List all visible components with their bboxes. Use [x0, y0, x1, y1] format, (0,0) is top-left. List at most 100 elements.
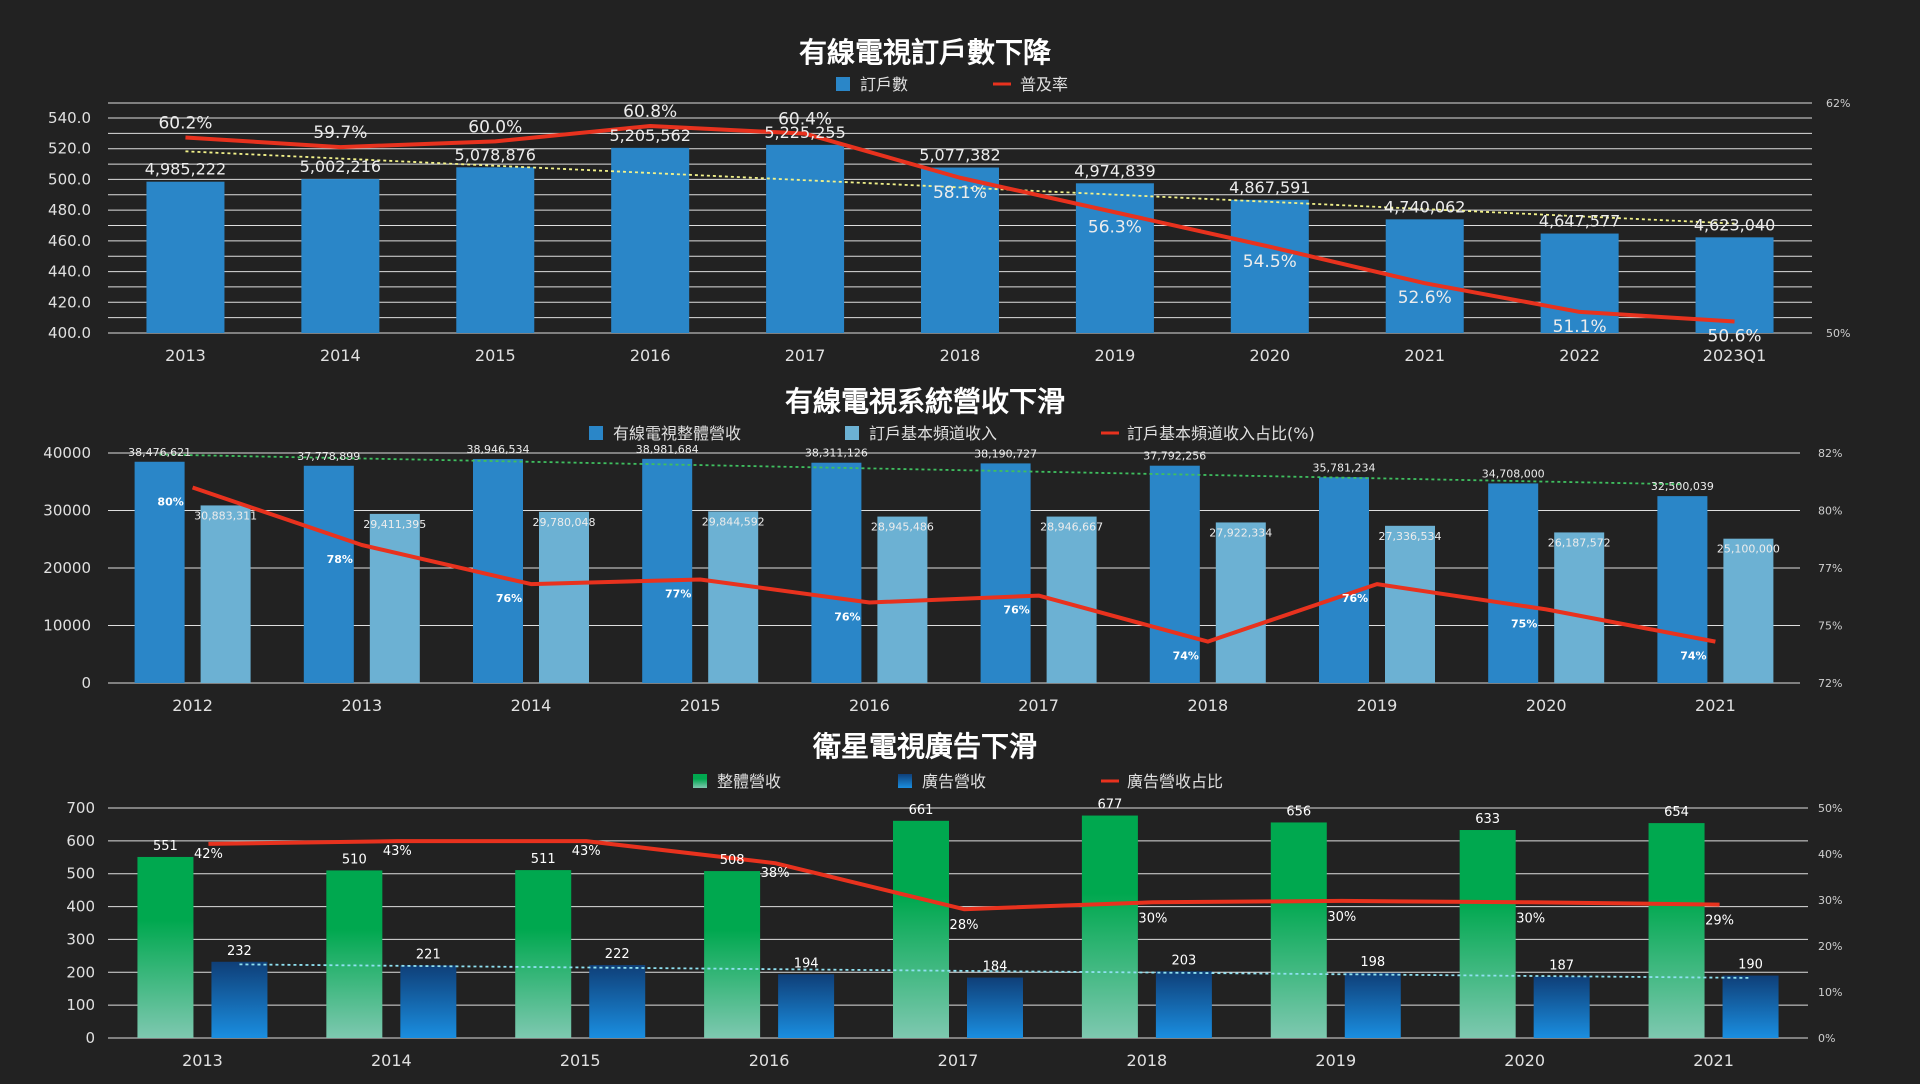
data-label-ad-share: 38% [761, 866, 790, 881]
data-label-total-income: 551 [153, 839, 178, 854]
data-label-total-revenue: 38,311,126 [805, 447, 868, 460]
bar-subscribers [301, 179, 380, 333]
data-label-penetration: 50.6% [1708, 327, 1762, 347]
y-tick-label: 700 [66, 799, 95, 817]
data-label-total-income: 654 [1664, 805, 1689, 820]
x-tick-label: 2021 [1695, 696, 1736, 715]
x-tick-label: 2018 [1127, 1051, 1168, 1070]
legend-swatch-ad-income [898, 774, 912, 788]
bar-subscribers [456, 167, 535, 333]
data-label-total-revenue: 37,792,256 [1143, 450, 1206, 463]
bar-subscribers [921, 167, 999, 333]
bar-basic-channel [1554, 532, 1605, 683]
data-label-subscribers: 4,985,222 [145, 160, 226, 179]
bar-ad-income [1533, 976, 1590, 1038]
y2-tick-label: 72% [1818, 677, 1842, 690]
bar-total-revenue [1149, 465, 1200, 683]
y-tick-label: 460.0 [48, 232, 91, 250]
y-tick-label: 30000 [43, 502, 91, 520]
chart2-title: 有線電視系統營收下滑 [785, 385, 1065, 418]
data-label-basic-channel: 28,945,486 [871, 521, 934, 534]
data-label-total-income: 661 [909, 803, 934, 818]
x-tick-label: 2015 [560, 1051, 601, 1070]
data-label-subscribers: 5,078,876 [455, 145, 536, 164]
y-tick-label: 200 [66, 963, 95, 981]
y2-tick-label: 50% [1826, 327, 1850, 340]
x-tick-label: 2020 [1526, 696, 1567, 715]
x-tick-label: 2018 [940, 346, 981, 365]
data-label-penetration: 54.5% [1243, 252, 1297, 272]
chart1-title: 有線電視訂戶數下降 [799, 36, 1052, 69]
bar-total-revenue [642, 458, 693, 683]
data-label-ad-share: 28% [950, 918, 979, 933]
legend-label-penetration: 普及率 [1020, 75, 1068, 94]
legend-label-basic-channel: 訂戶基本頻道收入 [869, 424, 997, 443]
line-penetration [185, 124, 1735, 324]
y-tick-label: 440.0 [48, 263, 91, 281]
data-label-subscribers: 4,623,040 [1694, 215, 1775, 234]
data-label-ad-share: 29% [1705, 914, 1734, 929]
y2-tick-label: 0% [1818, 1032, 1835, 1045]
data-label-penetration: 60.2% [158, 114, 212, 134]
y2-tick-label: 77% [1818, 562, 1842, 575]
x-tick-label: 2016 [630, 346, 671, 365]
x-tick-label: 2016 [849, 696, 890, 715]
bar-ad-income [778, 974, 835, 1038]
x-tick-label: 2014 [511, 696, 552, 715]
data-label-basic-share: 78% [327, 553, 353, 566]
legend-swatch-total-revenue [589, 426, 603, 440]
x-tick-label: 2016 [749, 1051, 790, 1070]
data-label-total-revenue: 35,781,234 [1313, 461, 1376, 474]
chart3-title: 衛星電視廣告下滑 [812, 730, 1037, 763]
y2-tick-label: 80% [1818, 505, 1842, 518]
data-label-basic-share: 76% [834, 611, 860, 624]
data-label-total-income: 633 [1475, 812, 1500, 827]
bar-total-revenue [980, 463, 1031, 683]
x-tick-label: 2018 [1187, 696, 1228, 715]
bar-total-revenue [1488, 483, 1539, 683]
bar-total-revenue [811, 462, 862, 683]
data-label-total-income: 656 [1286, 804, 1311, 819]
subscribers-chart: 有線電視訂戶數下降 訂戶數 普及率 400.0 420.0 440.0 460.0 48… [48, 36, 1850, 365]
data-label-penetration: 51.1% [1553, 317, 1607, 337]
x-tick-label: 2015 [680, 696, 721, 715]
data-label-ad-share: 43% [572, 844, 601, 859]
data-label-ad-income: 190 [1738, 958, 1763, 973]
y-tick-label: 10000 [43, 617, 91, 635]
y-tick-label: 600 [66, 832, 95, 850]
data-label-subscribers: 5,077,382 [919, 146, 1000, 165]
data-label-penetration: 60.8% [623, 102, 677, 122]
y-tick-label: 500.0 [48, 170, 91, 188]
data-label-total-income: 677 [1097, 798, 1122, 813]
data-label-penetration: 56.3% [1088, 217, 1142, 237]
data-label-basic-share: 74% [1173, 650, 1199, 663]
data-label-ad-income: 198 [1360, 955, 1385, 970]
data-label-penetration: 52.6% [1398, 288, 1452, 308]
x-tick-label: 2021 [1404, 346, 1445, 365]
x-tick-label: 2017 [785, 346, 826, 365]
data-label-ad-income: 221 [416, 947, 441, 962]
bar-subscribers [146, 181, 225, 333]
bar-ad-income [211, 961, 268, 1038]
data-label-subscribers: 4,740,062 [1384, 197, 1465, 216]
x-tick-label: 2015 [475, 346, 516, 365]
data-label-basic-share: 80% [157, 496, 183, 509]
bar-subscribers [1230, 199, 1309, 333]
data-label-total-revenue: 32,500,039 [1651, 480, 1714, 493]
line-basic-share [191, 485, 1716, 644]
bar-total-revenue [134, 461, 185, 683]
legend-swatch-total-income [693, 774, 707, 788]
legend-swatch-basic-channel [845, 426, 859, 440]
y2-tick-label: 10% [1818, 986, 1842, 999]
bar-ad-income [967, 977, 1023, 1038]
y2-tick-label: 62% [1826, 97, 1850, 110]
data-label-ad-income: 222 [605, 947, 630, 962]
y2-tick-label: 50% [1818, 802, 1842, 815]
trendline-total-revenue [159, 453, 1683, 486]
bar-basic-channel [369, 513, 420, 683]
data-label-basic-channel: 26,187,572 [1548, 536, 1611, 549]
data-label-ad-share: 30% [1516, 911, 1545, 926]
bar-basic-channel [708, 511, 759, 683]
x-tick-label: 2013 [182, 1051, 223, 1070]
y-tick-label: 0 [81, 674, 91, 692]
